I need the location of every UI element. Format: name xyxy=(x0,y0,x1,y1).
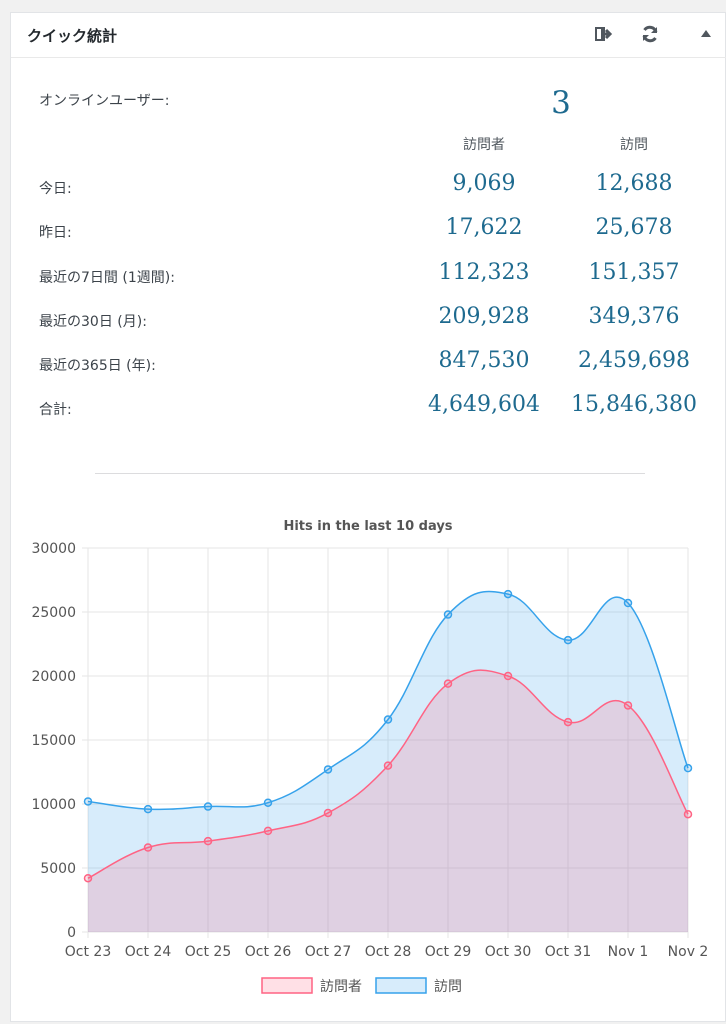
stat-row-visitors: 4,649,604 xyxy=(428,392,540,417)
x-tick-label: Nov 2 xyxy=(668,944,709,960)
y-tick-label: 0 xyxy=(67,925,76,941)
data-point xyxy=(203,836,213,846)
x-tick-label: Oct 30 xyxy=(485,944,531,960)
chart-title: Hits in the last 10 days xyxy=(283,519,452,534)
stat-row-visitors: 209,928 xyxy=(438,304,530,329)
y-tick-label: 25000 xyxy=(31,605,76,621)
stat-row-label: 最近の7日間 (1週間): xyxy=(39,270,175,286)
visits-column-header: 訪問 xyxy=(620,137,648,153)
y-tick-label: 5000 xyxy=(40,861,76,877)
x-tick-label: Nov 1 xyxy=(608,944,649,960)
data-point xyxy=(623,701,633,710)
stat-row-label: 今日: xyxy=(39,181,72,197)
refresh-icon[interactable] xyxy=(639,23,661,45)
stat-row-label: 合計: xyxy=(39,402,72,418)
stat-row-visits: 12,688 xyxy=(595,171,673,196)
data-point xyxy=(443,679,453,688)
data-point xyxy=(503,589,513,599)
stat-row-visitors: 112,323 xyxy=(438,260,530,285)
export-icon[interactable] xyxy=(593,23,615,45)
data-point xyxy=(383,715,393,724)
data-point xyxy=(263,826,273,836)
stat-row-visits: 151,357 xyxy=(588,260,680,285)
data-point xyxy=(683,809,693,819)
series-area xyxy=(88,670,688,932)
data-point xyxy=(143,804,153,814)
data-point xyxy=(83,797,93,806)
data-point xyxy=(323,808,333,818)
y-tick-label: 30000 xyxy=(31,541,76,557)
stat-row-label: 最近の365日 (年): xyxy=(39,358,156,374)
data-point xyxy=(383,761,393,770)
stat-row-visits: 25,678 xyxy=(595,215,673,240)
data-point xyxy=(323,765,333,774)
collapse-arrow-icon[interactable] xyxy=(695,23,717,45)
online-users-label: オンラインユーザー: xyxy=(39,93,170,109)
widget-title: クイック統計 xyxy=(27,27,118,45)
data-point xyxy=(563,717,573,727)
stat-row-visits: 2,459,698 xyxy=(578,348,690,373)
data-point xyxy=(263,798,273,807)
stat-row-label: 最近の30日 (月): xyxy=(39,314,147,330)
x-tick-label: Oct 26 xyxy=(245,944,292,960)
quick-stats-widget: クイック統計 オンラインユーザー: 3 訪問者 訪問 今日: 9,069 xyxy=(10,12,726,1022)
data-point xyxy=(563,635,573,645)
data-point xyxy=(83,873,93,883)
legend-swatch xyxy=(261,977,313,994)
x-tick-label: Oct 27 xyxy=(305,944,351,960)
online-users-value: 3 xyxy=(551,85,571,121)
legend-label: 訪問者 xyxy=(320,979,362,995)
stat-row-visitors: 9,069 xyxy=(452,171,516,196)
x-tick-label: Oct 28 xyxy=(365,944,411,960)
stat-row-label: 昨日: xyxy=(39,225,72,241)
x-tick-label: Oct 23 xyxy=(65,944,111,960)
widget-header: クイック統計 xyxy=(11,13,726,58)
x-tick-label: Oct 31 xyxy=(545,944,591,960)
stat-row-visitors: 17,622 xyxy=(445,215,523,240)
data-point xyxy=(623,598,633,608)
series-line xyxy=(87,590,689,811)
divider xyxy=(95,473,645,474)
legend-swatch xyxy=(375,977,427,994)
data-point xyxy=(203,802,213,811)
series-line xyxy=(87,669,689,879)
x-tick-label: Oct 25 xyxy=(185,944,231,960)
data-point xyxy=(143,843,153,852)
y-tick-label: 20000 xyxy=(31,669,76,685)
data-point xyxy=(503,671,513,681)
x-tick-label: Oct 24 xyxy=(125,944,172,960)
stat-row-visitors: 847,530 xyxy=(438,348,530,373)
data-point xyxy=(443,610,453,619)
stat-row-visits: 349,376 xyxy=(588,304,680,329)
visitors-column-header: 訪問者 xyxy=(463,137,505,153)
legend-label: 訪問 xyxy=(434,979,462,995)
y-tick-label: 10000 xyxy=(31,797,76,813)
y-tick-label: 15000 xyxy=(31,733,76,749)
stat-row-visits: 15,846,380 xyxy=(571,392,697,417)
data-point xyxy=(683,763,693,773)
x-tick-label: Oct 29 xyxy=(425,944,471,960)
